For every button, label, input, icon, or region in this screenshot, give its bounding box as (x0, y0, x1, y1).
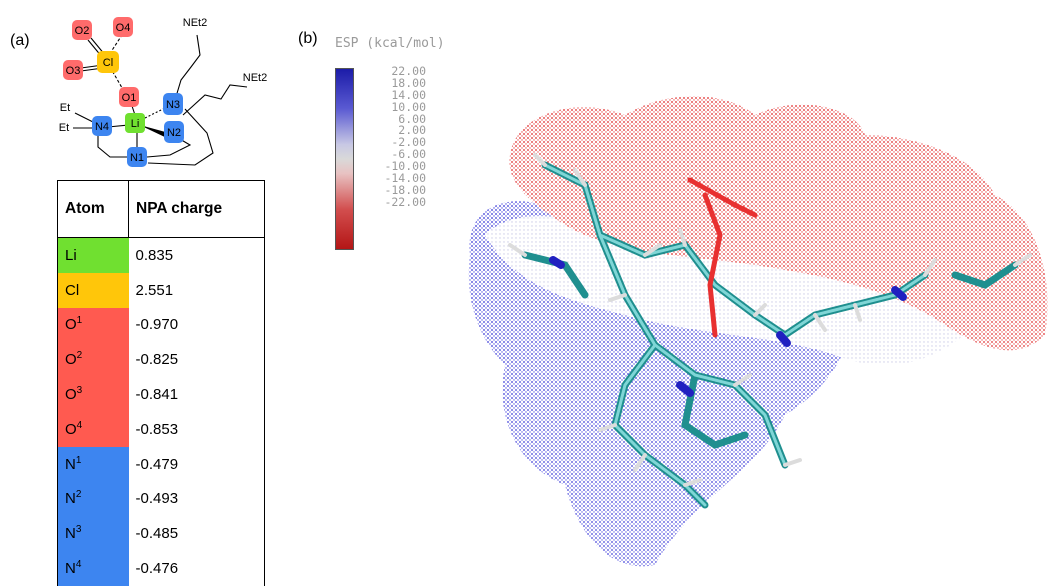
lithium-label: Li (131, 118, 140, 130)
oxygen-o1-label: O1 (122, 92, 137, 104)
atom-symbol: O (65, 351, 77, 369)
oxygen-o4-label: O4 (116, 22, 131, 34)
atom-cell: Cl (57, 272, 129, 308)
nitrogen-n4-box (92, 116, 112, 136)
atom-symbol: N (65, 455, 76, 473)
npa-charge-value: -0.841 (128, 377, 265, 412)
esp-tick-label: -10.00 (384, 159, 426, 174)
atom-symbol: Li (65, 246, 77, 264)
esp-legend-title: ESP (kcal/mol) (335, 36, 445, 51)
substituent-net2-right: NEt2 (243, 72, 267, 84)
oxygen-o3-label: O3 (66, 65, 81, 77)
esp-surface-image (455, 85, 1056, 575)
table-row: N3 -0.485 (57, 516, 265, 552)
esp-tick-label: -18.00 (384, 182, 426, 197)
table-row: N1 -0.479 (57, 446, 265, 482)
atom-cell: O1 (57, 307, 129, 343)
chlorine-label: Cl (103, 57, 113, 69)
nitrogen-n3-label: N3 (166, 99, 180, 111)
npa-charge-value: -0.825 (128, 342, 265, 378)
table-row: N2 -0.493 (57, 481, 265, 517)
npa-charge-table: Atom NPA charge Li 0.835 Cl 2.551 O1 -0.970 O2… (57, 180, 265, 586)
table-row: O4 -0.853 (57, 411, 265, 447)
molecule-scheme: O2 O4 O3 O1 Cl Li N4 N3 N2 N1 NEt2 NEt2 … (59, 17, 267, 167)
panel-label-a: (a) (10, 32, 30, 49)
npa-charge-value: -0.476 (128, 551, 265, 586)
atom-cell: O3 (57, 377, 129, 412)
table-row: N4 -0.476 (57, 551, 265, 586)
atom-index: 4 (75, 559, 82, 571)
substituent-et-upper: Et (60, 102, 70, 114)
panel-label-b: (b) (298, 30, 318, 47)
atom-cell: O2 (57, 342, 129, 378)
nitrogen-n1-label: N1 (130, 152, 144, 164)
atom-cell: O4 (57, 411, 129, 447)
table-row: Cl 2.551 (57, 272, 265, 308)
atom-cell: N3 (57, 516, 129, 552)
esp-tick-label: 14.00 (391, 87, 426, 102)
atom-cell: N2 (57, 481, 129, 517)
esp-tick-label: 10.00 (391, 99, 426, 114)
table-row: O1 -0.970 (57, 307, 265, 343)
substituent-net2-top: NEt2 (183, 17, 207, 29)
npa-charge-value: -0.493 (128, 481, 265, 517)
table-row: O3 -0.841 (57, 377, 265, 412)
atom-index: 2 (75, 489, 82, 501)
esp-tick-label: -6.00 (391, 147, 426, 162)
esp-tick-label: 22.00 (391, 64, 426, 78)
npa-charge-value: -0.485 (128, 516, 265, 552)
atom-symbol: N (65, 560, 76, 578)
atom-index: 3 (76, 385, 83, 397)
lithium-box (125, 113, 145, 133)
esp-tick-label: 18.00 (391, 75, 426, 90)
esp-tick-label: -22.00 (384, 194, 426, 209)
npa-charge-value: -0.479 (128, 446, 265, 482)
oxygen-o2-label: O2 (75, 25, 90, 37)
atom-symbol: O (65, 316, 77, 334)
header-npa-charge: NPA charge (128, 180, 265, 238)
esp-tick-label: 6.00 (398, 111, 426, 126)
atom-cell: Li (57, 236, 129, 273)
oxygen-o3-box (63, 60, 83, 80)
esp-tick-labels: 22.00 18.00 14.00 10.00 6.00 2.00 -2.00 -6.00 -1… (356, 64, 426, 209)
oxygen-o4-box (113, 17, 133, 37)
nitrogen-n4-label: N4 (95, 121, 109, 133)
nitrogen-n2-box (164, 121, 184, 143)
npa-charge-value: -0.853 (128, 411, 265, 447)
nitrogen-n2-label: N2 (167, 127, 181, 139)
table-row: O2 -0.825 (57, 342, 265, 378)
atom-symbol: O (65, 420, 77, 438)
nitrogen-n1-box (127, 147, 147, 167)
npa-charge-value: -0.970 (128, 307, 265, 343)
atom-cell: N4 (57, 551, 129, 586)
oxygen-o2-box (72, 20, 92, 40)
atom-cell: N1 (57, 446, 129, 482)
esp-tick-label: 2.00 (398, 123, 426, 138)
nitrogen-n3-box (163, 93, 183, 115)
atom-symbol: N (65, 490, 76, 508)
npa-charge-value: 0.835 (128, 236, 265, 273)
atom-index: 1 (76, 315, 83, 327)
header-atom: Atom (57, 180, 129, 238)
npa-charge-value: 2.551 (128, 272, 265, 308)
chlorine-box (97, 51, 119, 73)
atom-symbol: O (65, 386, 77, 404)
atom-index: 1 (75, 454, 82, 466)
atom-symbol: Cl (65, 281, 80, 299)
atom-index: 2 (76, 350, 83, 362)
oxygen-o1-box (119, 87, 139, 107)
esp-tick-label: -14.00 (384, 171, 426, 186)
atom-index: 4 (76, 419, 83, 431)
table-row: Li 0.835 (57, 236, 265, 273)
substituent-et-lower: Et (59, 122, 69, 134)
atom-index: 3 (75, 524, 82, 536)
esp-color-bar (335, 68, 354, 250)
esp-tick-label: -2.00 (391, 135, 426, 150)
atom-symbol: N (65, 525, 76, 543)
